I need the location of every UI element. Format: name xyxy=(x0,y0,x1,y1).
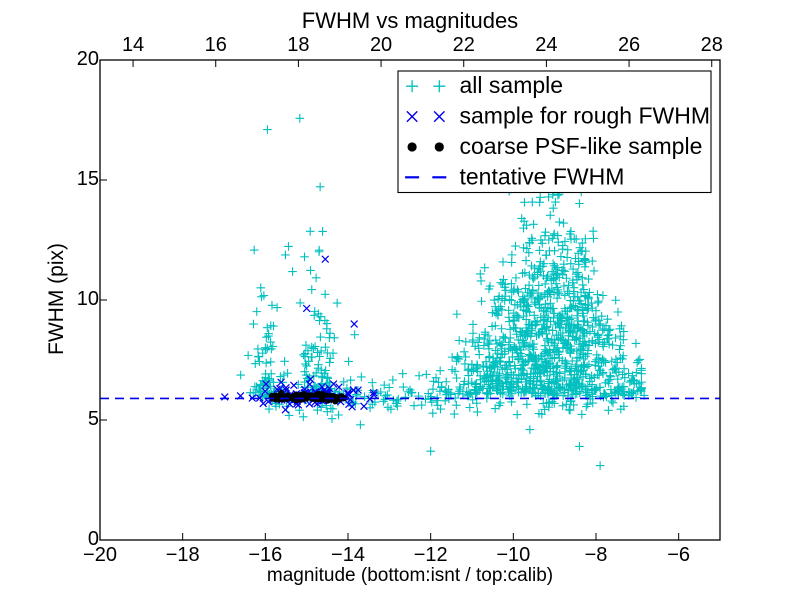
svg-text:24: 24 xyxy=(535,34,557,56)
svg-text:FWHM vs magnitudes: FWHM vs magnitudes xyxy=(302,8,518,33)
svg-text:−16: −16 xyxy=(248,544,282,566)
svg-text:20: 20 xyxy=(77,48,99,70)
svg-text:all sample: all sample xyxy=(460,72,564,98)
svg-text:18: 18 xyxy=(287,34,309,56)
svg-text:FWHM (pix): FWHM (pix) xyxy=(45,243,68,355)
svg-text:−12: −12 xyxy=(414,544,448,566)
svg-text:magnitude (bottom:isnt / top:c: magnitude (bottom:isnt / top:calib) xyxy=(267,565,553,586)
svg-text:22: 22 xyxy=(453,34,475,56)
svg-text:14: 14 xyxy=(122,34,144,56)
svg-text:−18: −18 xyxy=(166,544,200,566)
svg-text:28: 28 xyxy=(701,34,723,56)
svg-text:26: 26 xyxy=(618,34,640,56)
svg-text:−10: −10 xyxy=(496,544,530,566)
svg-text:−14: −14 xyxy=(331,544,365,566)
svg-text:5: 5 xyxy=(88,408,99,430)
svg-text:0: 0 xyxy=(88,528,99,550)
svg-text:coarse PSF-like sample: coarse PSF-like sample xyxy=(460,133,703,159)
svg-text:16: 16 xyxy=(205,34,227,56)
svg-text:sample for rough FWHM: sample for rough FWHM xyxy=(460,103,711,129)
svg-text:15: 15 xyxy=(77,168,99,190)
svg-text:−6: −6 xyxy=(667,544,690,566)
svg-text:20: 20 xyxy=(370,34,392,56)
svg-text:10: 10 xyxy=(77,288,99,310)
svg-text:−8: −8 xyxy=(585,544,608,566)
svg-text:tentative FWHM: tentative FWHM xyxy=(460,163,625,189)
